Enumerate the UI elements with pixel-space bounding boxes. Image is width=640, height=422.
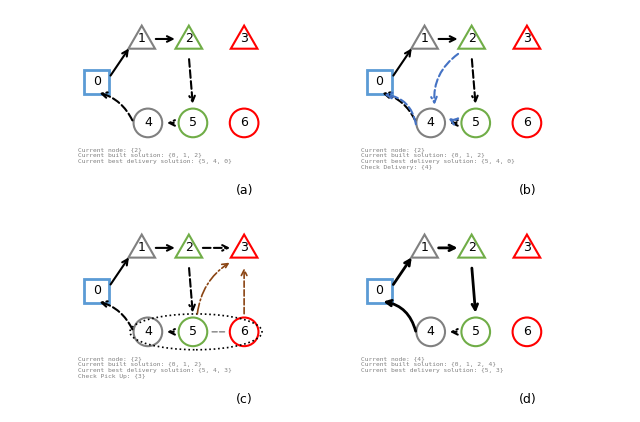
Bar [367,70,392,94]
Text: 1: 1 [138,241,146,254]
Text: 4: 4 [427,116,435,130]
Text: 3: 3 [240,32,248,46]
Text: 2: 2 [468,241,476,254]
Text: (b): (b) [519,184,536,197]
Text: 4: 4 [144,116,152,130]
Text: 2: 2 [468,32,476,46]
Text: 5: 5 [472,325,480,338]
Text: 0: 0 [93,76,100,89]
Text: 4: 4 [144,325,152,338]
Text: 6: 6 [240,325,248,338]
Text: Current node: {2}
Current built solution: {0, 1, 2}
Current best delivery soluti: Current node: {2} Current built solution… [78,148,232,164]
Text: 4: 4 [427,325,435,338]
Text: 3: 3 [523,32,531,46]
Bar [367,279,392,303]
Text: 5: 5 [189,116,197,130]
Text: 0: 0 [376,76,383,89]
Bar [84,70,109,94]
Text: 5: 5 [189,325,197,338]
Text: 0: 0 [376,284,383,298]
Text: 6: 6 [523,325,531,338]
Text: (c): (c) [236,392,253,406]
Text: 3: 3 [523,241,531,254]
Text: 6: 6 [523,116,531,130]
Text: (d): (d) [519,392,536,406]
Text: 2: 2 [185,241,193,254]
Text: 2: 2 [185,32,193,46]
Text: 3: 3 [240,241,248,254]
Text: Current node: {2}
Current built solution: {0, 1, 2}
Current best delivery soluti: Current node: {2} Current built solution… [361,148,515,170]
Bar [84,279,109,303]
Text: 6: 6 [240,116,248,130]
Text: 1: 1 [138,32,146,46]
Text: Current node: {4}
Current built solution: {0, 1, 2, 4}
Current best delivery sol: Current node: {4} Current built solution… [361,357,504,373]
Text: Current node: {2}
Current built solution: {0, 1, 2}
Current best delivery soluti: Current node: {2} Current built solution… [78,357,232,379]
Text: 1: 1 [420,241,429,254]
Text: 0: 0 [93,284,100,298]
Text: 1: 1 [420,32,429,46]
Text: 5: 5 [472,116,480,130]
Text: (a): (a) [236,184,253,197]
